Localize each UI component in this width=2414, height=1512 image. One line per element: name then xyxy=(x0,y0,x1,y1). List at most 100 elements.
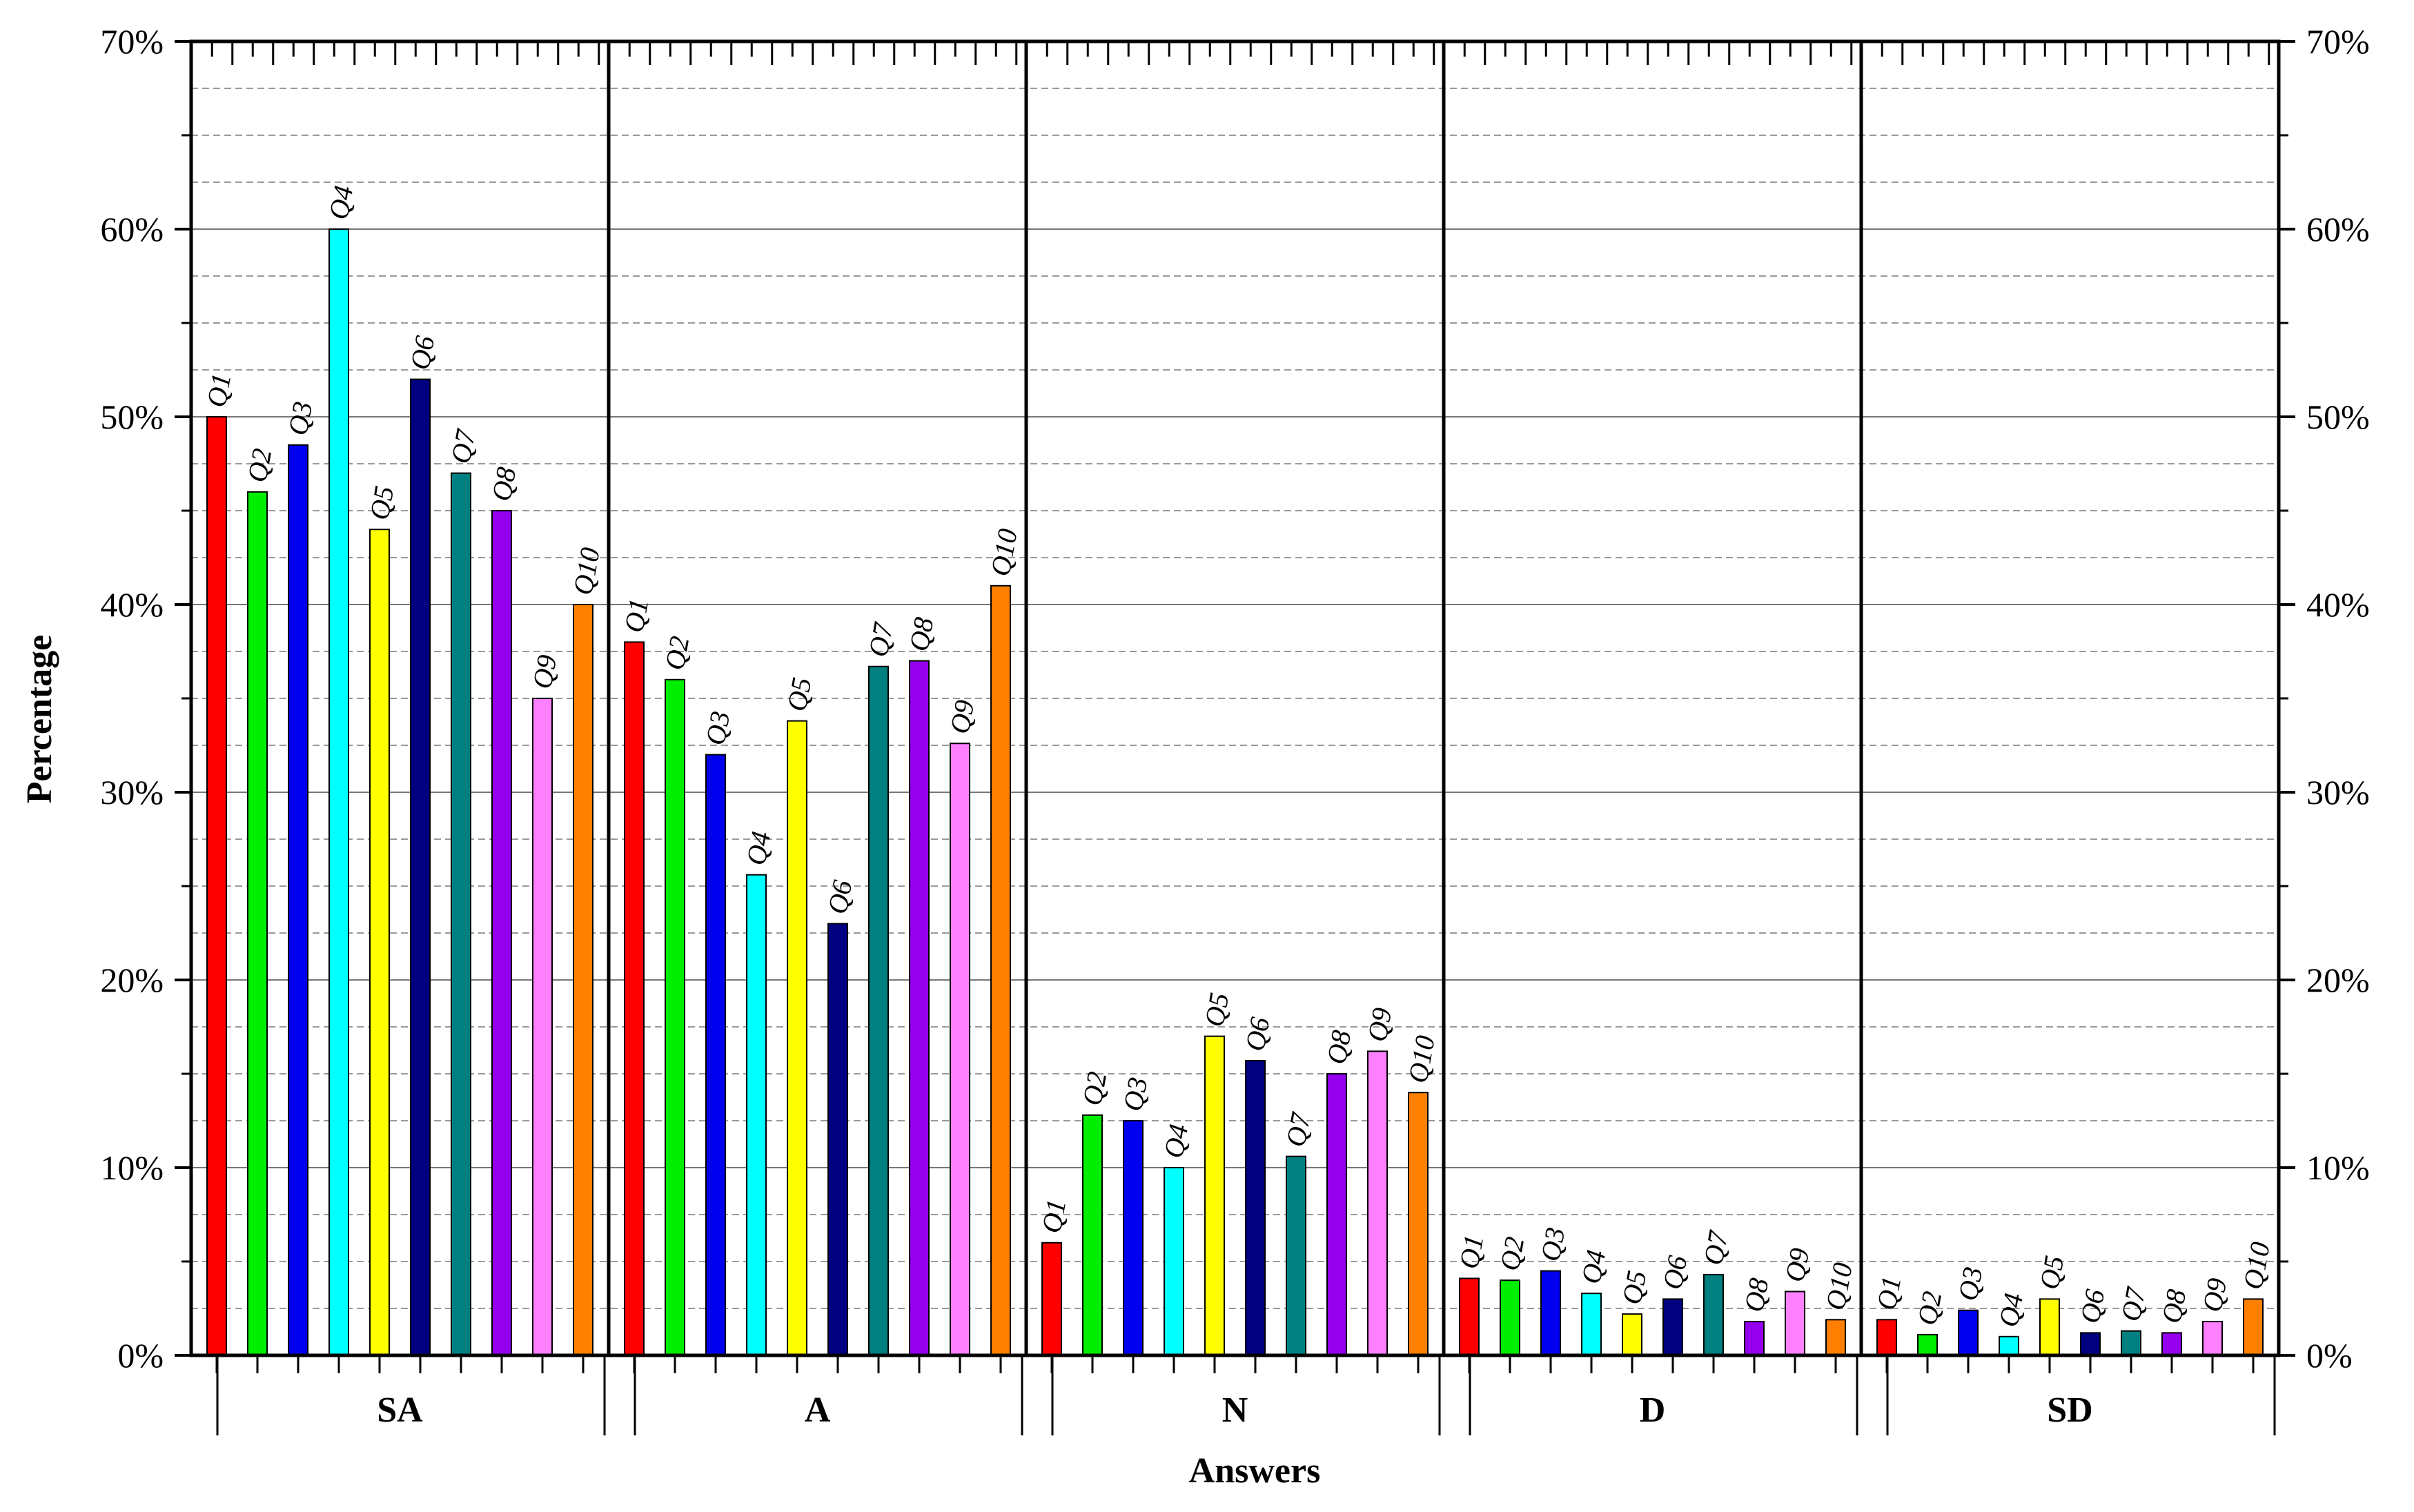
y-tick-label-left: 10% xyxy=(100,1148,164,1187)
bar-n-q1 xyxy=(1041,1241,1062,1357)
bar-d-q9 xyxy=(1785,1290,1805,1357)
bar-label-d-q8: Q8 xyxy=(1738,1276,1775,1315)
bar-label-a-q4: Q4 xyxy=(740,829,777,867)
bar-a-q3 xyxy=(705,754,726,1356)
bar-label-sd-q6: Q6 xyxy=(2074,1287,2111,1326)
bar-label-sa-q6: Q6 xyxy=(404,333,441,372)
bar-n-q10 xyxy=(1408,1092,1429,1356)
bar-sd-q7 xyxy=(2121,1330,2141,1357)
bar-label-sa-q10: Q10 xyxy=(567,545,606,598)
bar-n-q2 xyxy=(1082,1114,1103,1356)
bar-label-sd-q7: Q7 xyxy=(2115,1284,2152,1324)
bar-sd-q3 xyxy=(1958,1309,1979,1356)
y-tick-label-right: 50% xyxy=(2306,397,2370,436)
bar-label-a-q9: Q9 xyxy=(944,698,981,736)
bar-label-sd-q4: Q4 xyxy=(1993,1290,2030,1329)
bar-a-q10 xyxy=(990,585,1011,1356)
bar-d-q3 xyxy=(1540,1270,1561,1356)
bar-sd-q5 xyxy=(2039,1298,2060,1357)
bar-d-q1 xyxy=(1459,1277,1480,1356)
category-label-sa: SA xyxy=(377,1391,423,1430)
bar-label-sa-q2: Q2 xyxy=(242,446,278,484)
bar-label-a-q3: Q3 xyxy=(700,709,736,747)
bar-n-q7 xyxy=(1286,1155,1306,1357)
bar-n-q3 xyxy=(1123,1120,1144,1356)
bar-label-n-q7: Q7 xyxy=(1280,1109,1317,1149)
y-tick-label-left: 40% xyxy=(100,585,164,624)
bar-label-sa-q1: Q1 xyxy=(201,371,237,410)
bar-sd-q6 xyxy=(2080,1332,2101,1356)
bar-n-q9 xyxy=(1367,1050,1388,1356)
bar-label-sa-q4: Q4 xyxy=(323,184,360,222)
bar-sd-q9 xyxy=(2202,1321,2223,1357)
bar-d-q4 xyxy=(1581,1293,1602,1356)
bar-label-n-q3: Q3 xyxy=(1117,1075,1154,1114)
category-label-a: A xyxy=(805,1391,831,1430)
bar-label-sd-q2: Q2 xyxy=(1912,1289,1948,1328)
bar-a-q6 xyxy=(827,923,848,1356)
bar-sd-q10 xyxy=(2243,1298,2264,1357)
bar-label-sd-q9: Q9 xyxy=(2197,1276,2233,1315)
y-tick-label-right: 70% xyxy=(2306,22,2370,61)
bar-sa-q5 xyxy=(369,529,390,1357)
bar-label-n-q2: Q2 xyxy=(1077,1069,1113,1108)
axes: SA A N D SD 0% 0% 10% 10% 20% 20% 30% 30% 40% 40% 50% 50… xyxy=(100,22,2370,1435)
bar-a-q1 xyxy=(624,641,645,1356)
bar-sa-q6 xyxy=(410,378,431,1356)
bar-label-a-q2: Q2 xyxy=(659,634,696,672)
bar-sd-q1 xyxy=(1876,1319,1897,1356)
bar-label-a-q5: Q5 xyxy=(781,675,818,714)
bar-a-q2 xyxy=(665,678,685,1356)
y-tick-label-left: 20% xyxy=(100,961,164,999)
bar-label-a-q8: Q8 xyxy=(903,615,940,654)
bar-label-n-q6: Q6 xyxy=(1239,1015,1276,1054)
bar-label-d-q2: Q2 xyxy=(1494,1235,1531,1273)
y-tick-label-right: 40% xyxy=(2306,585,2370,624)
y-tick-label-left: 70% xyxy=(100,22,164,61)
bar-label-d-q1: Q1 xyxy=(1453,1233,1490,1271)
bar-sa-q8 xyxy=(491,510,512,1356)
bar-label-sa-q3: Q3 xyxy=(282,399,319,438)
bar-label-n-q10: Q10 xyxy=(1402,1033,1441,1086)
bar-a-q4 xyxy=(746,874,767,1357)
bar-d-q2 xyxy=(1500,1279,1520,1356)
bar-label-n-q8: Q8 xyxy=(1321,1028,1357,1067)
bar-label-d-q3: Q3 xyxy=(1535,1225,1571,1264)
bar-sd-q4 xyxy=(1999,1335,2019,1357)
bar-label-sd-q10: Q10 xyxy=(2237,1239,2276,1292)
bar-a-q7 xyxy=(868,665,889,1356)
bar-a-q8 xyxy=(909,660,930,1356)
bar-sa-q2 xyxy=(247,491,268,1356)
bar-sa-q3 xyxy=(288,444,308,1356)
bar-label-sa-q7: Q7 xyxy=(445,426,482,466)
bar-label-d-q10: Q10 xyxy=(1820,1260,1858,1313)
bar-label-n-q1: Q1 xyxy=(1036,1197,1072,1235)
y-tick-label-right: 60% xyxy=(2306,210,2370,248)
bar-sd-q8 xyxy=(2161,1332,2182,1356)
bar-label-d-q5: Q5 xyxy=(1616,1268,1653,1307)
bar-d-q10 xyxy=(1825,1319,1846,1356)
category-label-n: N xyxy=(1222,1391,1248,1430)
bar-d-q6 xyxy=(1662,1298,1683,1357)
bar-d-q7 xyxy=(1703,1274,1724,1357)
x-axis-title: Answers xyxy=(1189,1451,1321,1491)
y-tick-label-right: 0% xyxy=(2306,1336,2353,1375)
y-axis-title: Percentage xyxy=(20,635,59,803)
bar-label-d-q7: Q7 xyxy=(1698,1228,1734,1268)
bar-n-q8 xyxy=(1326,1073,1347,1356)
bar-a-q5 xyxy=(787,720,807,1356)
bar-label-sa-q8: Q8 xyxy=(486,465,522,504)
bar-label-d-q9: Q9 xyxy=(1779,1246,1816,1284)
bar-label-sd-q3: Q3 xyxy=(1952,1264,1989,1303)
y-tick-label-left: 30% xyxy=(100,773,164,812)
bar-sa-q7 xyxy=(451,472,471,1356)
bar-label-n-q9: Q9 xyxy=(1362,1005,1398,1044)
bar-d-q5 xyxy=(1622,1313,1642,1357)
bar-sa-q4 xyxy=(328,228,349,1356)
bar-n-q4 xyxy=(1164,1167,1184,1356)
y-tick-label-left: 60% xyxy=(100,210,164,248)
bar-sa-q10 xyxy=(573,604,593,1356)
